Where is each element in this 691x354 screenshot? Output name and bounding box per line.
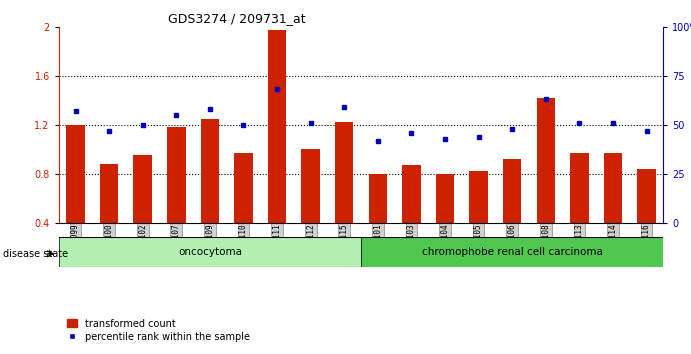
Bar — [503, 159, 522, 223]
Bar — [301, 149, 320, 223]
Bar — [604, 153, 622, 223]
Bar — [66, 125, 85, 223]
Legend: transformed count, percentile rank within the sample: transformed count, percentile rank withi… — [64, 315, 254, 346]
Bar — [469, 171, 488, 223]
FancyBboxPatch shape — [59, 237, 361, 267]
Bar — [536, 98, 555, 223]
Bar — [234, 153, 253, 223]
Bar — [402, 165, 421, 223]
Bar — [133, 155, 152, 223]
Bar — [200, 119, 219, 223]
Bar — [100, 164, 118, 223]
FancyBboxPatch shape — [361, 237, 663, 267]
Text: GDS3274 / 209731_at: GDS3274 / 209731_at — [167, 12, 305, 25]
Bar — [637, 169, 656, 223]
Text: oncocytoma: oncocytoma — [178, 247, 242, 257]
Text: chromophobe renal cell carcinoma: chromophobe renal cell carcinoma — [422, 247, 603, 257]
Bar — [436, 174, 454, 223]
Bar — [570, 153, 589, 223]
Text: disease state: disease state — [3, 249, 68, 259]
Bar — [335, 122, 354, 223]
Bar — [268, 30, 286, 223]
Bar — [368, 174, 387, 223]
Bar — [167, 127, 186, 223]
